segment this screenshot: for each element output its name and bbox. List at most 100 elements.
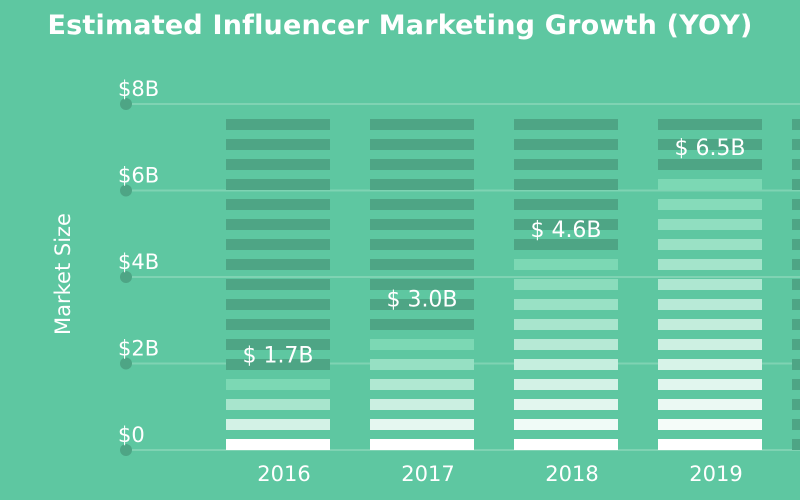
bar-2019 — [658, 119, 762, 450]
bar-stripe — [658, 399, 762, 410]
bar-stripe — [370, 399, 474, 410]
tick-dot — [120, 271, 132, 283]
bar-stripe — [658, 219, 762, 230]
bar-stripe — [226, 439, 330, 450]
bar-stripe — [514, 119, 618, 130]
bar-stripe — [658, 259, 762, 270]
bar-stripe — [658, 439, 762, 450]
bar-stripe — [658, 359, 762, 370]
bar-stripe — [658, 339, 762, 350]
bar-stripe — [226, 259, 330, 270]
bar-stripe — [226, 319, 330, 330]
bar-stripe — [792, 119, 800, 130]
tick-dot — [120, 184, 132, 197]
bar-stripe — [370, 339, 474, 350]
bar-stripe — [658, 119, 762, 130]
bar-stripe — [792, 419, 800, 430]
bar-stripe — [226, 219, 330, 230]
bar-stripe — [514, 319, 618, 330]
bar-stripe — [514, 339, 618, 350]
bar-stripe — [792, 259, 800, 270]
bar-stripe — [792, 339, 800, 350]
bar-stripe — [658, 159, 762, 170]
bar-stripe — [226, 179, 330, 190]
bar-stripe — [370, 359, 474, 370]
bar-stripe — [370, 319, 474, 330]
bar-stripe — [370, 119, 474, 130]
bar-stripe — [514, 279, 618, 290]
y-tick-label: $2B — [118, 337, 159, 361]
bar-stripe — [226, 359, 330, 370]
bar-stripe — [514, 219, 618, 230]
bar-stripe — [370, 239, 474, 250]
bar-stripe — [226, 279, 330, 290]
chart-title: Estimated Influencer Marketing Growth (Y… — [47, 10, 753, 41]
bar-stripe — [226, 379, 330, 390]
y-tick-label: $4B — [118, 250, 159, 274]
bar-stripe — [226, 199, 330, 210]
bars — [226, 119, 800, 450]
bar-stripe — [514, 359, 618, 370]
bar-stripe — [792, 319, 800, 330]
y-tick-label: $8B — [118, 77, 159, 101]
value-label: $ 6.5B — [674, 136, 745, 161]
bar-stripe — [658, 419, 762, 430]
bar-stripe — [226, 339, 330, 350]
bar-stripe — [226, 299, 330, 310]
bar-stripe — [370, 219, 474, 230]
bar-stripe — [792, 239, 800, 250]
bar-stripe — [792, 399, 800, 410]
bar-stripe — [226, 159, 330, 170]
bar-stripe — [658, 299, 762, 310]
tick-dot — [120, 357, 132, 370]
y-tick-label: $6B — [118, 164, 159, 188]
bar-stripe — [226, 119, 330, 130]
labels: $0 $2B $4B $6B $8B $ 1.7B 2016 $ 3.0B 2017 $ 4.6B… — [118, 77, 746, 486]
x-tick-label: 2016 — [257, 462, 310, 486]
bar-stripe — [514, 199, 618, 210]
bar-stripe — [370, 199, 474, 210]
bar-cropped — [792, 119, 800, 450]
bar-stripe — [514, 159, 618, 170]
bar-stripe — [226, 399, 330, 410]
bar-stripe — [370, 299, 474, 310]
bar-2018 — [514, 119, 618, 450]
bar-stripe — [792, 379, 800, 390]
bar-stripe — [226, 239, 330, 250]
bar-stripe — [514, 439, 618, 450]
bar-stripe — [792, 219, 800, 230]
bar-stripe — [514, 299, 618, 310]
bar-stripe — [792, 139, 800, 150]
bar-stripe — [658, 239, 762, 250]
bar-stripe — [370, 279, 474, 290]
bar-stripe — [658, 199, 762, 210]
bar-stripe — [514, 399, 618, 410]
bar-stripe — [370, 419, 474, 430]
x-tick-label: 2019 — [689, 462, 742, 486]
bar-stripe — [370, 259, 474, 270]
bar-stripe — [370, 179, 474, 190]
tick-dot — [120, 444, 132, 456]
value-label: $ 3.0B — [386, 287, 457, 312]
bar-stripe — [792, 279, 800, 290]
value-label: $ 1.7B — [242, 343, 313, 368]
bar-stripe — [658, 379, 762, 390]
bar-2016 — [226, 119, 330, 450]
bar-stripe — [658, 319, 762, 330]
bar-stripe — [370, 379, 474, 390]
bar-stripe — [792, 199, 800, 210]
bar-stripe — [370, 139, 474, 150]
bar-stripe — [792, 299, 800, 310]
bar-stripe — [370, 439, 474, 450]
bar-stripe — [514, 379, 618, 390]
y-tick-label: $0 — [118, 423, 145, 447]
bar-stripe — [514, 419, 618, 430]
bar-2017 — [370, 119, 474, 450]
bar-stripe — [792, 159, 800, 170]
bar-stripe — [658, 139, 762, 150]
bar-stripe — [514, 239, 618, 250]
x-tick-label: 2018 — [545, 462, 598, 486]
bar-stripe — [792, 359, 800, 370]
x-tick-label: 2017 — [401, 462, 454, 486]
